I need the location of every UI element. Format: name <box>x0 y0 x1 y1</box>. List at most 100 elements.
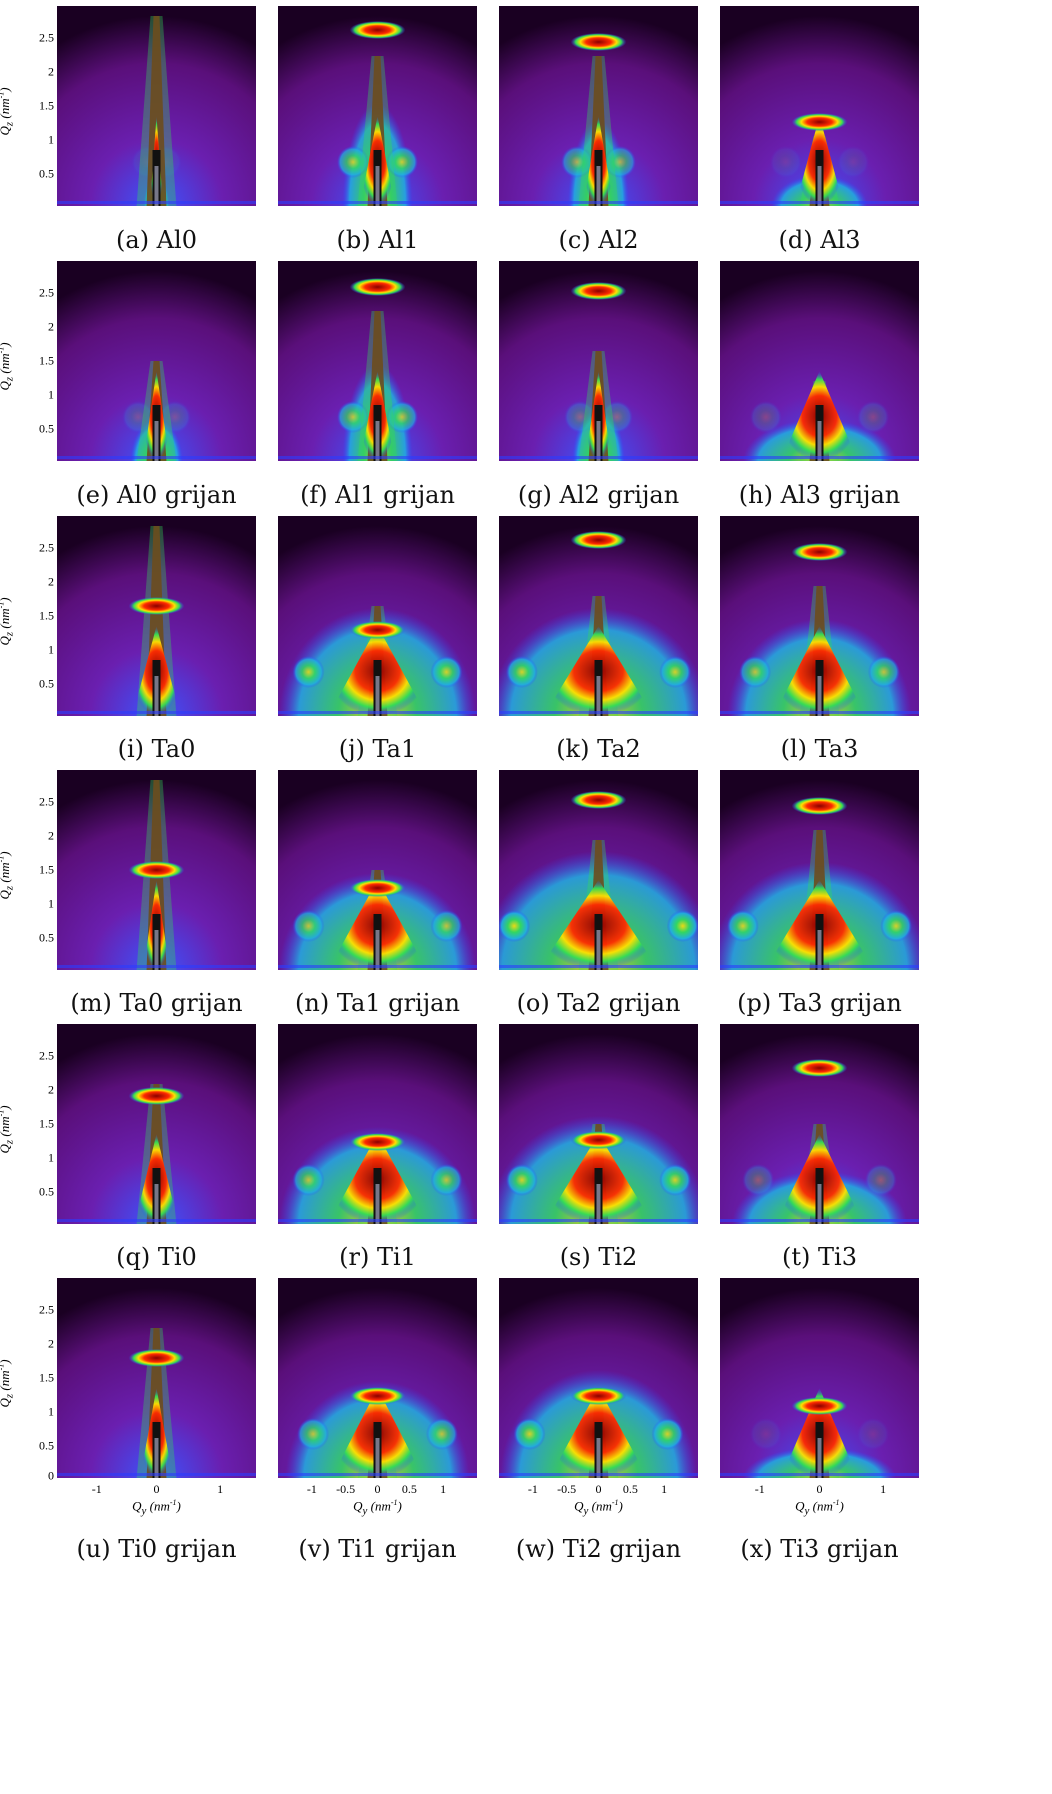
scattering-map <box>57 770 256 970</box>
x-tick-label: 1 <box>880 1482 887 1496</box>
x-tick-label: -1 <box>527 1482 538 1496</box>
panel-caption: (s) Ti2 <box>559 1243 638 1271</box>
panel-caption: (a) Al0 <box>116 226 197 254</box>
panel-1 <box>278 6 477 206</box>
y-tick-label: 2 <box>48 319 54 334</box>
y-tick-label: 0.5 <box>39 1184 54 1199</box>
scattering-map <box>278 261 477 461</box>
scattering-map <box>278 770 477 970</box>
panel-20 <box>57 1278 256 1478</box>
panel-22 <box>499 1278 698 1478</box>
panel-caption: (u) Ti0 grijan <box>76 1535 237 1563</box>
panel-14 <box>499 770 698 970</box>
panel-caption: (h) Al3 grijan <box>738 481 901 509</box>
panel-caption: (m) Ta0 grijan <box>70 989 243 1017</box>
panel-18 <box>499 1024 698 1224</box>
panel-10 <box>499 516 698 716</box>
y-tick-label: 2 <box>48 1082 54 1097</box>
y-tick-label: 1.5 <box>39 353 54 368</box>
y-axis: 2.5 2 1.5 1 0.5 Qz (nm-1) <box>0 6 54 206</box>
y-tick-label: 1 <box>48 387 54 402</box>
scattering-map <box>499 770 698 970</box>
x-axis-label: Qy (nm-1) <box>574 1498 623 1517</box>
y-tick-label: 1.5 <box>39 98 54 113</box>
panel-caption: (i) Ta0 <box>117 735 196 763</box>
scattering-map <box>278 1024 477 1224</box>
panel-21 <box>278 1278 477 1478</box>
y-tick-label: 1 <box>48 896 54 911</box>
panel-23 <box>720 1278 919 1478</box>
y-tick-label: 1.5 <box>39 862 54 877</box>
y-tick-label: 2.5 <box>39 1302 54 1317</box>
x-tick-label: -1 <box>754 1482 765 1496</box>
panel-5 <box>278 261 477 461</box>
scattering-map <box>720 516 919 716</box>
panel-19 <box>720 1024 919 1224</box>
panel-11 <box>720 516 919 716</box>
y-tick-label: 0 <box>48 1468 54 1483</box>
panel-caption: (c) Al2 <box>558 226 639 254</box>
panel-caption: (n) Ta1 grijan <box>295 989 460 1017</box>
panel-caption: (g) Al2 grijan <box>517 481 680 509</box>
y-tick-label: 0.5 <box>39 930 54 945</box>
x-tick-label: 0 <box>153 1482 160 1496</box>
y-tick-label: 2.5 <box>39 540 54 555</box>
panel-3 <box>720 6 919 206</box>
scattering-map <box>499 1278 698 1478</box>
x-axis-label: Qy (nm-1) <box>353 1498 402 1517</box>
scattering-map <box>499 6 698 206</box>
x-tick-label: 1 <box>440 1482 447 1496</box>
y-tick-label: 1 <box>48 642 54 657</box>
x-tick-label: 0 <box>816 1482 823 1496</box>
panel-caption: (e) Al0 grijan <box>76 481 237 509</box>
x-tick-label: 0.5 <box>401 1482 417 1496</box>
y-tick-label: 0.5 <box>39 676 54 691</box>
panel-13 <box>278 770 477 970</box>
scattering-map <box>57 261 256 461</box>
panel-2 <box>499 6 698 206</box>
x-tick-label: -1 <box>91 1482 102 1496</box>
y-axis-label: Qz (nm-1) <box>0 342 16 390</box>
x-tick-label: -1 <box>306 1482 317 1496</box>
panel-caption: (j) Ta1 <box>338 735 417 763</box>
panel-17 <box>278 1024 477 1224</box>
y-tick-label: 1.5 <box>39 1370 54 1385</box>
x-axis-label: Qy (nm-1) <box>132 1498 181 1517</box>
panel-8 <box>57 516 256 716</box>
x-tick-label: 1 <box>661 1482 668 1496</box>
panel-caption: (b) Al1 <box>336 226 419 254</box>
y-tick-label: 0.5 <box>39 1438 54 1453</box>
y-axis-label: Qz (nm-1) <box>0 851 16 899</box>
x-tick-label: 0 <box>595 1482 602 1496</box>
y-tick-label: 1 <box>48 1150 54 1165</box>
panel-caption: (p) Ta3 grijan <box>737 989 902 1017</box>
x-tick-label: 0 <box>374 1482 381 1496</box>
y-axis: 2.5 2 1.5 1 0.5 Qz (nm-1) <box>0 516 54 716</box>
y-axis-label: Qz (nm-1) <box>0 87 16 135</box>
y-axis: 2.5 2 1.5 1 0.5 Qz (nm-1) <box>0 261 54 461</box>
x-tick-label: 1 <box>217 1482 224 1496</box>
panel-caption: (q) Ti0 <box>116 1243 197 1271</box>
scattering-map <box>499 516 698 716</box>
y-axis-label: Qz (nm-1) <box>0 1105 16 1153</box>
panel-caption: (l) Ta3 <box>780 735 859 763</box>
y-axis: 2.5 2 1.5 1 0.5 0 Qz (nm-1) <box>0 1278 54 1483</box>
y-tick-label: 2 <box>48 574 54 589</box>
y-tick-label: 2 <box>48 828 54 843</box>
y-tick-label: 2.5 <box>39 285 54 300</box>
panel-12 <box>57 770 256 970</box>
y-tick-label: 2 <box>48 1336 54 1351</box>
panel-caption: (v) Ti1 grijan <box>298 1535 457 1563</box>
scattering-map <box>278 6 477 206</box>
panel-caption: (r) Ti1 <box>339 1243 416 1271</box>
x-axis: -1 0 1 Qy (nm-1) <box>720 1482 919 1522</box>
scattering-map <box>720 1278 919 1478</box>
y-axis-label: Qz (nm-1) <box>0 1359 16 1407</box>
y-tick-label: 0.5 <box>39 166 54 181</box>
panel-caption: (d) Al3 <box>778 226 861 254</box>
y-axis: 2.5 2 1.5 1 0.5 Qz (nm-1) <box>0 770 54 970</box>
panel-9 <box>278 516 477 716</box>
y-tick-label: 1.5 <box>39 1116 54 1131</box>
scattering-map <box>499 261 698 461</box>
panel-caption: (k) Ta2 <box>556 735 641 763</box>
